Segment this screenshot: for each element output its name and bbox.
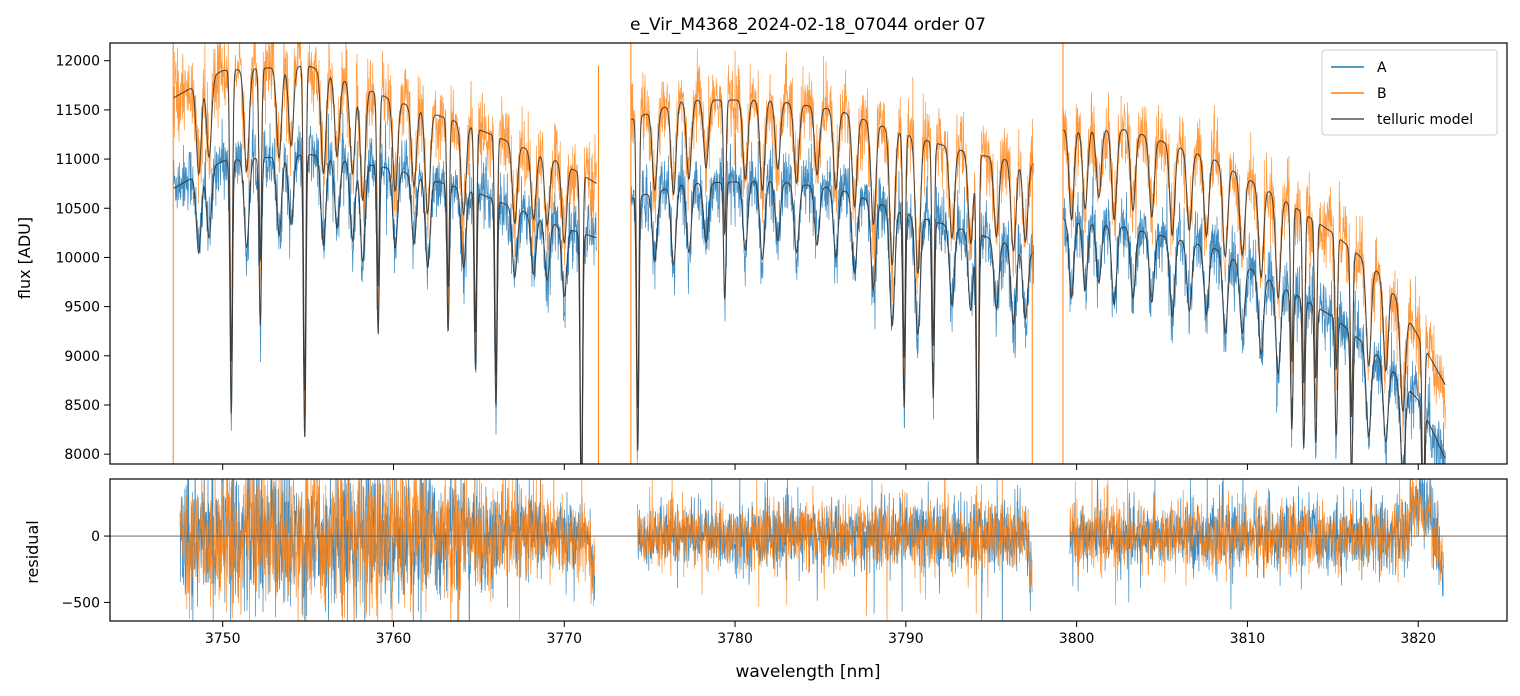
legend-label-a: A — [1377, 60, 1387, 76]
top-y-tick-label: 11500 — [55, 103, 100, 119]
top-y-tick-label: 8500 — [64, 398, 100, 414]
bottom-x-tick-label: 3800 — [1059, 631, 1095, 647]
top-y-tick-label: 12000 — [55, 54, 100, 70]
bottom-x-tick-label: 3770 — [546, 631, 582, 647]
top-axes-frame — [109, 42, 1508, 465]
legend-label-b: B — [1377, 86, 1387, 102]
bottom-x-tick-label: 3810 — [1230, 631, 1266, 647]
bottom-y-label: residual — [23, 520, 42, 583]
legend-frame — [1321, 49, 1498, 136]
top-plot-area — [172, 43, 1446, 464]
legend: A B telluric model — [1321, 49, 1498, 136]
bottom-panel: −500 0 3750 3760 3770 3780 3790 3800 3810 3820 r… — [23, 478, 1508, 682]
top-x-ticks — [222, 464, 1419, 470]
chart-title: e_Vir_M4368_2024-02-18_07044 order 07 — [630, 15, 986, 35]
top-y-tick-label: 8000 — [64, 447, 100, 463]
top-y-ticks: 8000 8500 9000 9500 10000 10500 11000 11500 1200… — [55, 54, 110, 463]
bottom-y-tick-label: −500 — [62, 595, 100, 611]
bottom-y-ticks: −500 0 — [62, 529, 110, 611]
bottom-x-tick-label: 3750 — [205, 631, 241, 647]
bottom-x-tick-label: 3780 — [717, 631, 753, 647]
top-y-tick-label: 9000 — [64, 349, 100, 365]
top-y-tick-label: 11000 — [55, 152, 100, 168]
bottom-x-label: wavelength [nm] — [735, 662, 880, 682]
bottom-x-tick-label: 3820 — [1400, 631, 1436, 647]
top-panel: 8000 8500 9000 9500 10000 10500 11000 11500 1200… — [15, 42, 1508, 470]
top-y-tick-label: 10000 — [55, 250, 100, 266]
bottom-x-tick-label: 3760 — [376, 631, 412, 647]
bottom-x-ticks: 3750 3760 3770 3780 3790 3800 3810 3820 — [205, 621, 1436, 647]
telluric-model-line-a — [172, 153, 1446, 464]
top-y-tick-label: 9500 — [64, 300, 100, 316]
bottom-axes-frame — [109, 478, 1508, 622]
bottom-plot-area — [110, 479, 1507, 621]
bottom-x-tick-label: 3790 — [888, 631, 924, 647]
top-y-label: flux [ADU] — [15, 217, 34, 299]
bottom-y-tick-label: 0 — [91, 529, 100, 545]
legend-label-model: telluric model — [1377, 112, 1473, 128]
telluric-model-line-b — [172, 65, 1446, 464]
top-y-tick-label: 10500 — [55, 201, 100, 217]
